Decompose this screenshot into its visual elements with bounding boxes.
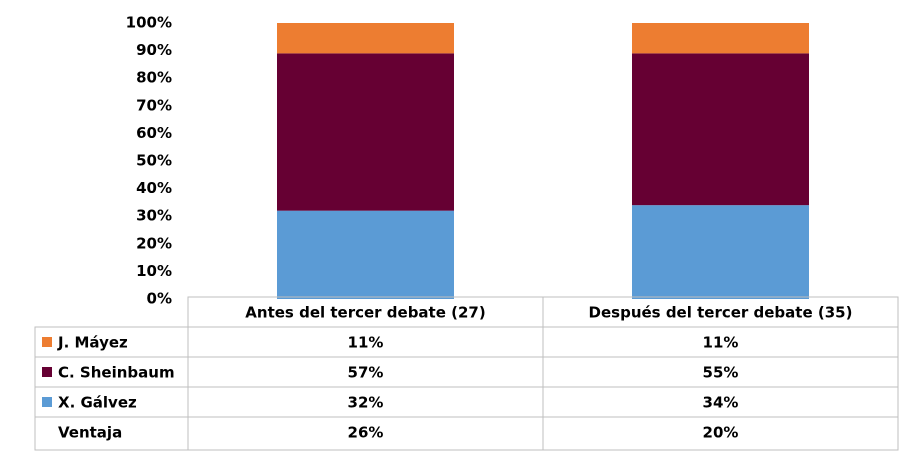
y-tick-label: 100% xyxy=(126,14,172,32)
bar-segment xyxy=(277,53,454,211)
value-label: 57% xyxy=(348,364,384,382)
y-tick-label: 80% xyxy=(136,69,172,87)
bar-segment xyxy=(277,23,454,54)
category-label: Después del tercer debate (35) xyxy=(589,304,853,322)
row-label: Ventaja xyxy=(58,424,122,442)
value-label: 55% xyxy=(703,364,739,382)
category-label: Antes del tercer debate (27) xyxy=(245,304,485,322)
legend-label: C. Sheinbaum xyxy=(58,364,175,382)
legend-swatch xyxy=(42,337,52,347)
y-tick-label: 20% xyxy=(136,234,172,252)
advantage-label: 26% xyxy=(348,424,384,442)
value-label: 34% xyxy=(703,394,739,412)
value-label: 11% xyxy=(348,334,384,352)
bar-segment xyxy=(277,210,454,299)
advantage-label: 20% xyxy=(703,424,739,442)
y-tick-label: 10% xyxy=(136,262,172,280)
value-label: 32% xyxy=(348,394,384,412)
table-cell xyxy=(542,416,899,451)
legend-swatch xyxy=(42,367,52,377)
bar-segment xyxy=(632,205,809,299)
value-label: 11% xyxy=(703,334,739,352)
legend-swatch xyxy=(42,397,52,407)
y-tick-label: 90% xyxy=(136,41,172,59)
y-tick-label: 50% xyxy=(136,152,172,170)
legend-label: X. Gálvez xyxy=(58,394,137,412)
legend-label: J. Máyez xyxy=(57,334,128,352)
bar-segment xyxy=(632,23,809,54)
y-tick-label: 40% xyxy=(136,179,172,197)
bar-segment xyxy=(632,53,809,206)
y-tick-label: 60% xyxy=(136,124,172,142)
y-tick-label: 0% xyxy=(147,290,172,308)
y-tick-label: 70% xyxy=(136,96,172,114)
y-tick-label: 30% xyxy=(136,207,172,225)
